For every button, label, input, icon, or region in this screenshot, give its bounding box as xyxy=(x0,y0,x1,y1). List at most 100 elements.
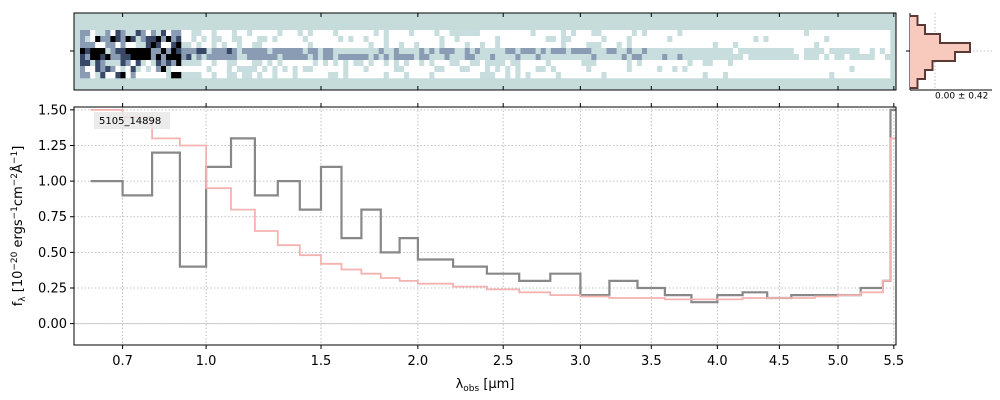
spectrum-2d-cell xyxy=(115,42,121,49)
spectrum-2d-cell xyxy=(753,36,759,43)
spectrum-2d-cell xyxy=(358,72,364,79)
spectrum-2d-cell xyxy=(90,42,96,49)
spectrum-2d-cell xyxy=(282,66,288,73)
spectrum-2d-cell xyxy=(226,48,233,55)
spectrum-2d-cell xyxy=(657,42,663,49)
spectrum-2d-cell xyxy=(363,66,369,73)
spectrum-2d-cell xyxy=(150,66,157,73)
spectrum-2d-cell xyxy=(348,36,354,43)
spectrum-2d-cell xyxy=(717,48,724,55)
spectrum-2d-cell xyxy=(657,72,663,79)
spectrum-2d-cell xyxy=(348,42,354,49)
spectrum-2d-cell xyxy=(844,48,850,55)
spectrum-2d-cell xyxy=(479,30,486,37)
spectrum-2d-cell xyxy=(783,60,790,67)
spectrum-2d-cell xyxy=(555,48,562,55)
y-tick-label: 1.00 xyxy=(38,175,67,190)
spectrum-2d-cell xyxy=(469,66,476,73)
spectrum-2d-cell xyxy=(393,54,400,61)
spectrum-2d-cell xyxy=(864,60,871,67)
spectrum-2d-cell xyxy=(783,66,790,73)
spectrum-2d-cell xyxy=(358,48,364,55)
spectrum-2d-cell xyxy=(419,54,425,61)
spectrum-2d-cell xyxy=(697,66,703,73)
spectrum-2d-cell xyxy=(636,66,643,73)
spectrum-2d-cell xyxy=(439,42,445,49)
spectrum-2d-cell xyxy=(485,42,491,49)
spectrum-2d-cell xyxy=(343,42,349,49)
spectrum-2d-cell xyxy=(424,42,430,49)
spectrum-2d-cell xyxy=(535,66,541,73)
spectrum-2d-cell xyxy=(616,54,622,61)
spectrum-2d-cell xyxy=(242,36,248,43)
spectrum-2d-cell xyxy=(717,42,724,49)
spectrum-2d-cell xyxy=(323,48,329,55)
spectrum-2d-cell xyxy=(773,60,779,67)
spectrum-2d-cell xyxy=(424,72,430,79)
spectrum-2d-cell xyxy=(611,66,617,73)
spectrum-2d-cell xyxy=(176,42,182,49)
spectrum-2d-cell xyxy=(206,54,212,61)
spectrum-2d-cell xyxy=(100,60,106,67)
spectrum-2d-cell xyxy=(631,36,638,43)
spectrum-2d-cell xyxy=(692,66,698,73)
spectrum-2d-cell xyxy=(398,72,405,79)
spectrum-2d-cell xyxy=(581,42,587,49)
spectrum-2d-cell xyxy=(672,60,678,67)
spectrum-point xyxy=(380,277,382,279)
spectrum-2d-cell xyxy=(728,42,734,49)
spectrum-2d-cell xyxy=(601,60,607,67)
spectrum-2d-cell xyxy=(672,36,678,43)
spectrum-2d-cell xyxy=(768,72,774,79)
spectrum-2d-cell xyxy=(419,48,425,55)
spectrum-2d-cell xyxy=(803,42,810,49)
spectrum-2d-cell xyxy=(763,48,769,55)
spectrum-2d-cell xyxy=(429,36,435,43)
spectrum-2d-cell xyxy=(819,30,825,37)
spectrum-2d-cell xyxy=(171,54,177,61)
spectrum-2d-cell xyxy=(161,72,167,79)
spectrum-2d-cell xyxy=(560,48,567,55)
spectrum-2d-cell xyxy=(550,48,557,55)
spectrum-point xyxy=(121,194,124,196)
spectrum-2d-cell xyxy=(672,66,678,73)
spectrum-2d-cell xyxy=(839,42,845,49)
spectrum-2d-cell xyxy=(793,54,800,61)
spectrum-2d-cell xyxy=(819,66,825,73)
spectrum-2d-cell xyxy=(697,42,703,49)
spectrum-2d-cell xyxy=(348,66,354,73)
spectrum-2d-cell xyxy=(140,66,147,73)
x-tick-label: 5.5 xyxy=(883,354,904,369)
spectrum-2d-cell xyxy=(576,54,582,61)
spectrum-2d-cell xyxy=(733,42,739,49)
spectrum-2d-cell xyxy=(95,30,101,37)
spectrum-point xyxy=(179,144,181,147)
spectrum-2d-cell xyxy=(161,66,167,73)
spectrum-2d-cell xyxy=(338,54,344,61)
spectrum-2d-cell xyxy=(809,42,815,49)
spectrum-2d-cell xyxy=(363,36,369,43)
spectrum-2d-cell xyxy=(788,54,795,61)
spectrum-2d-cell xyxy=(236,60,243,67)
x-tick-label: 5.0 xyxy=(828,354,849,369)
spectrum-2d-cell xyxy=(879,60,886,67)
spectrum-2d-cell xyxy=(196,72,202,79)
spectrum-2d-cell xyxy=(728,54,734,61)
spectrum-2d-cell xyxy=(282,30,288,37)
spectrum-2d-cell xyxy=(307,30,314,37)
spectrum-2d-cell xyxy=(869,48,876,55)
spectrum-2d-cell xyxy=(555,60,562,67)
spectrum-2d-cell xyxy=(824,30,830,37)
spectrum-2d-cell xyxy=(869,42,876,49)
spectrum-2d-cell xyxy=(606,54,612,61)
spectrum-2d-cell xyxy=(682,72,688,79)
spectrum-2d-cell xyxy=(454,30,460,37)
spectrum-2d-cell xyxy=(479,48,486,55)
spectrum-2d-cell xyxy=(586,54,592,61)
spectrum-2d-cell xyxy=(743,42,749,49)
spectrum-2d-cell xyxy=(100,30,106,37)
x-tick-label: 2.0 xyxy=(408,354,429,369)
spectrum-2d-cell xyxy=(181,54,187,61)
spectrum-2d-cell xyxy=(161,42,167,49)
spectrum-2d-cell xyxy=(500,72,506,79)
